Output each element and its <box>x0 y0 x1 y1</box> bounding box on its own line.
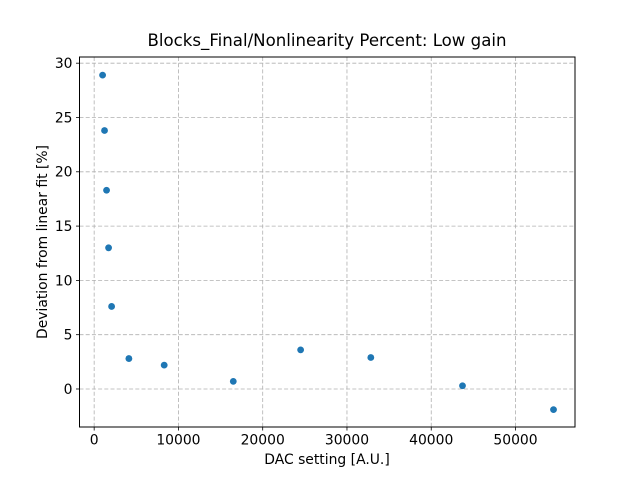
x-tick-label: 10000 <box>156 433 200 449</box>
data-point <box>550 406 557 414</box>
data-point <box>160 361 168 369</box>
chart-title: Blocks_Final/Nonlinearity Percent: Low g… <box>148 31 507 51</box>
data-point <box>229 377 237 385</box>
x-tick-label: 40000 <box>409 433 453 449</box>
x-tick-label: 20000 <box>241 433 285 449</box>
y-axis-label: Deviation from linear fit [%] <box>35 145 51 339</box>
data-point <box>99 71 106 79</box>
y-tick-label: 30 <box>55 56 73 72</box>
data-point <box>105 244 112 252</box>
data-point <box>101 127 108 134</box>
x-axis-label: DAC setting [A.U.] <box>264 452 390 468</box>
y-tick-label: 25 <box>55 110 73 126</box>
data-point <box>103 186 110 194</box>
x-tick-label: 50000 <box>493 433 537 449</box>
data-point <box>367 354 375 361</box>
ticks-layer: 0 10000 20000 30000 40000 50000 0 5 10 15 20 25 30 <box>55 56 538 448</box>
x-tick-label: 0 <box>90 433 99 449</box>
grid-layer <box>79 57 575 427</box>
y-tick-label: 5 <box>64 328 73 344</box>
data-point <box>125 355 133 362</box>
data-point <box>297 346 305 354</box>
points-layer <box>99 71 557 414</box>
y-tick-label: 0 <box>64 382 73 398</box>
y-tick-label: 20 <box>55 165 73 181</box>
data-point <box>108 303 116 310</box>
data-point <box>459 382 466 390</box>
y-tick-label: 10 <box>55 273 73 289</box>
x-tick-label: 30000 <box>325 433 369 449</box>
y-tick-label: 15 <box>55 219 73 235</box>
axes-frame <box>79 56 576 428</box>
